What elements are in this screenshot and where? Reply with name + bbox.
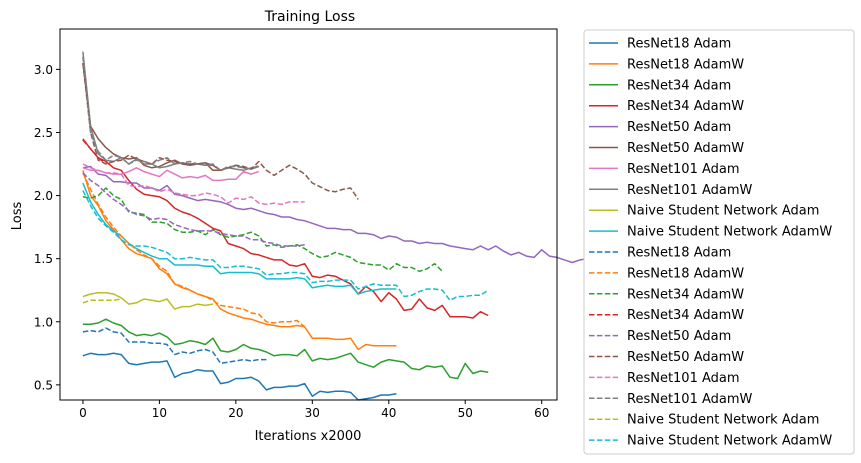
series-line [82, 352, 397, 401]
legend-label: ResNet101 AdamW [627, 183, 753, 198]
legend-label: Naive Student Network AdamW [627, 434, 832, 449]
y-tick-label: 2.0 [34, 189, 53, 203]
x-tick-label: 0 [79, 406, 87, 420]
legend-label: ResNet50 AdamW [627, 141, 744, 156]
series-line [82, 172, 305, 247]
legend-box [583, 29, 855, 455]
legend-label: ResNet101 Adam [627, 162, 740, 177]
series-line [82, 190, 489, 302]
y-axis-ticks: 0.5 1.0 1.5 2.0 2.5 3.0 [34, 63, 60, 392]
legend-label: ResNet34 AdamW [627, 287, 744, 302]
x-tick-label: 40 [381, 406, 396, 420]
legend-label: Naive Student Network Adam [627, 204, 819, 219]
series-line [82, 291, 214, 310]
legend-label: ResNet34 Adam [627, 78, 731, 93]
series-line [82, 182, 397, 295]
plot-frame [59, 28, 558, 401]
series-line [82, 167, 260, 182]
y-axis-label: Loss [10, 202, 25, 231]
y-tick-label: 1.0 [34, 315, 53, 329]
y-tick-label: 3.0 [34, 63, 53, 77]
series-line [82, 139, 107, 165]
legend-label: Naive Student Network Adam [627, 413, 819, 428]
series-line [82, 298, 122, 304]
legend-label: ResNet101 Adam [627, 371, 740, 386]
x-tick-label: 20 [228, 406, 243, 420]
series-line [82, 165, 596, 264]
y-tick-label: 2.5 [34, 126, 53, 140]
x-tick-label: 10 [152, 406, 167, 420]
legend-label: ResNet50 Adam [627, 120, 731, 135]
series-line [82, 327, 267, 365]
legend: ResNet18 Adam ResNet18 AdamW ResNet34 Adam… [583, 29, 855, 455]
legend-label: ResNet18 AdamW [627, 266, 744, 281]
legend-label: ResNet34 AdamW [627, 308, 744, 323]
y-tick-label: 0.5 [34, 378, 53, 392]
y-tick-label: 1.5 [34, 252, 53, 266]
x-tick-label: 50 [458, 406, 473, 420]
legend-label: ResNet50 Adam [627, 329, 731, 344]
series-line [82, 318, 489, 380]
x-tick-label: 60 [534, 406, 549, 420]
x-tick-label: 30 [305, 406, 320, 420]
legend-label: ResNet18 AdamW [627, 57, 744, 72]
series-line [82, 172, 306, 328]
series-line [82, 170, 397, 351]
legend-label: ResNet101 AdamW [627, 392, 753, 407]
plot-area [82, 51, 596, 401]
series-line [82, 63, 359, 200]
x-axis-label: Iterations x2000 [255, 429, 362, 444]
legend-label: ResNet34 AdamW [627, 99, 744, 114]
series-line [82, 138, 489, 319]
legend-label: ResNet18 Adam [627, 246, 731, 261]
legend-label: Naive Student Network AdamW [627, 225, 832, 240]
x-axis-ticks: 0 10 20 30 40 50 60 [79, 400, 549, 420]
series-line [82, 163, 305, 206]
legend-label: ResNet18 Adam [627, 37, 731, 52]
series-line [82, 56, 260, 172]
chart-title: Training Loss [264, 9, 355, 25]
legend-label: ResNet50 AdamW [627, 350, 744, 365]
